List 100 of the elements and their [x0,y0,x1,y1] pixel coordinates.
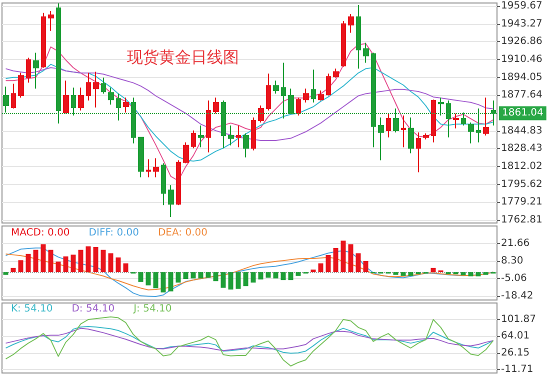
bar [26,254,31,272]
bar [70,254,76,272]
candlestick [363,42,369,64]
y-tick-label: -11.71 [501,364,534,375]
bar [78,250,84,272]
ref-line-label: 1861.04 [502,108,544,119]
candlestick [341,20,346,68]
candlestick [311,69,316,104]
y-tick-label: 64.01 [501,330,530,342]
candlestick [431,99,436,143]
candlestick [168,184,174,218]
y-tick-label: 21.66 [501,238,530,250]
candlestick [146,158,151,178]
candlestick [371,52,376,148]
bar [10,268,16,272]
candlestick [386,112,391,138]
candlestick [296,97,301,116]
candlestick [318,90,324,102]
bar [348,244,354,272]
candlestick [191,130,196,149]
y-tick-label: 1844.83 [501,125,542,136]
bar [430,268,436,272]
y-tick-label: 26.15 [501,347,530,358]
candlestick [78,87,84,112]
candlestick [288,88,294,114]
candlestick [251,117,256,151]
bar [408,272,414,276]
bar [93,246,98,272]
bar [176,272,181,283]
candlestick [348,13,354,34]
candlestick [206,100,211,153]
candlestick [461,112,466,126]
candlestick [258,105,264,124]
candlestick [213,97,219,114]
bar [206,272,211,278]
candlestick [303,88,309,104]
y-tick-label: -18.42 [501,290,534,302]
candlestick [116,93,121,121]
bar [310,270,316,272]
candlestick [438,97,444,116]
candlestick [123,97,129,114]
candlestick [26,57,31,84]
line-series [5,67,494,141]
bar [198,272,204,278]
bar [296,272,301,276]
candlestick [326,73,331,96]
line-series [5,316,494,366]
bar [160,272,166,292]
text: K: 54.10 [11,304,53,314]
candlestick [468,122,474,144]
candlestick [153,158,159,178]
bar [318,263,324,272]
bar [108,253,114,272]
bar [273,272,278,278]
y-tick-label: 1894.05 [501,72,542,83]
bar [3,272,8,275]
bar [393,272,398,275]
y-tick-label: 1959.67 [501,0,542,12]
bar [86,246,91,272]
candlestick [3,86,9,114]
bar [190,272,196,278]
candlestick [221,100,226,149]
candlestick [131,97,136,144]
candlestick [408,117,414,154]
candlestick [446,100,451,138]
bar [363,260,368,272]
y-tick-label: 1762.81 [501,214,542,226]
series-label: J: 54.10 [132,304,172,314]
candlestick [198,124,204,148]
candlestick [243,132,249,158]
candlestick [93,71,99,108]
bar [116,257,121,272]
bar [100,250,106,272]
y-tick-label: 1926.86 [501,36,542,48]
y-tick-label: 8.30 [501,256,524,267]
candlestick [63,80,69,114]
text: 现货黄金日线图 [127,48,239,66]
bar [138,272,144,282]
bar [258,272,264,280]
candlestick [176,160,181,206]
candlestick [333,68,339,78]
bar [168,272,174,292]
y-tick-label: 1910.46 [501,54,542,65]
series-label: D: 54.10 [72,304,115,314]
candlestick [138,136,144,178]
candlestick [266,73,271,112]
candlestick [33,52,39,90]
bar [483,272,488,275]
bar [460,272,466,276]
bar [153,272,158,288]
bar [213,272,218,282]
candlestick [491,100,496,126]
bar [266,272,271,278]
text: DIFF: 0.00 [88,228,139,238]
bar [333,248,338,272]
series-label: MACD: 0.00 [11,228,70,238]
candlestick [101,77,106,94]
y-tick-label: 1779.21 [501,196,542,208]
candlestick [228,124,234,146]
y-tick-label: 1828.43 [501,143,542,154]
